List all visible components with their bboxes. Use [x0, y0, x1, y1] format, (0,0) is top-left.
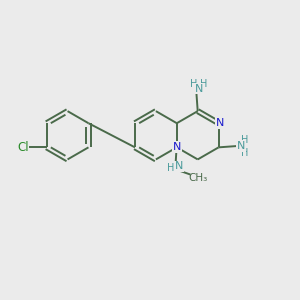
- Text: N: N: [175, 161, 183, 171]
- Text: H: H: [241, 135, 249, 145]
- Text: N: N: [172, 142, 181, 152]
- Text: H: H: [241, 148, 249, 158]
- Text: Cl: Cl: [18, 141, 29, 154]
- Text: N: N: [195, 83, 203, 94]
- Text: H: H: [167, 163, 174, 173]
- Text: H: H: [190, 79, 198, 89]
- Text: N: N: [236, 141, 245, 151]
- Text: CH₃: CH₃: [189, 172, 208, 182]
- Text: H: H: [200, 79, 208, 89]
- Text: N: N: [216, 118, 224, 128]
